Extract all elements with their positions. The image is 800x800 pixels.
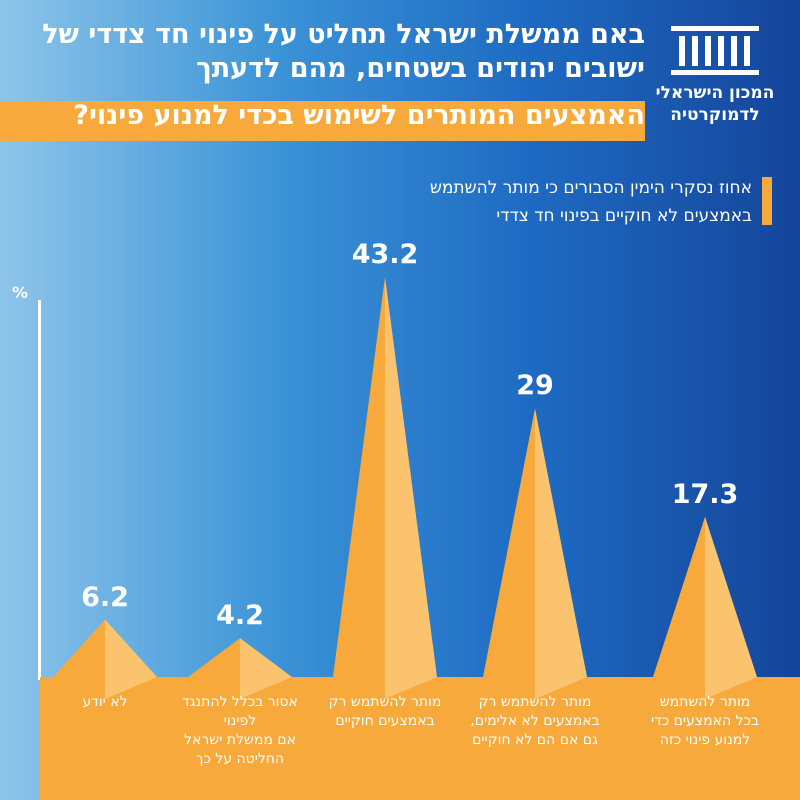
title-line-2: ישובים יהודים בשטחים, מהם לדעתך xyxy=(196,53,645,84)
value-label: 6.2 xyxy=(81,581,129,613)
bar-face-right xyxy=(240,638,292,699)
bar-0 xyxy=(53,619,157,699)
bar-3 xyxy=(483,408,587,699)
title-line-3: האמצעים המותרים לשימוש בכדי למנוע פינוי? xyxy=(73,100,645,131)
bar-face-left xyxy=(653,516,705,699)
value-label: 43.2 xyxy=(351,238,419,270)
bar-4 xyxy=(653,516,757,699)
logo-text-1: המכון הישראלי xyxy=(655,83,775,103)
bar-face-right xyxy=(705,516,757,699)
legend: אחוז נסקרי הימין הסבורים כי מותר להשתמש … xyxy=(430,174,772,230)
category-label: אסור בכלל להתנגד לפינוי אם ממשלת ישראל החל… xyxy=(182,694,298,767)
bar-face-left xyxy=(188,638,240,699)
value-label: 29 xyxy=(516,370,554,402)
value-label: 4.2 xyxy=(216,600,264,632)
logo-text-2: לדמוקרטיה xyxy=(670,105,760,125)
legend-line-1: אחוז נסקרי הימין הסבורים כי מותר להשתמש xyxy=(429,178,752,198)
value-label: 17.3 xyxy=(671,478,739,510)
legend-swatch xyxy=(762,177,772,225)
bar-face-right xyxy=(535,408,587,699)
bar-face-right xyxy=(105,619,157,699)
chart-title: באם ממשלת ישראל תחליט על פינוי חד צדדי ש… xyxy=(5,18,645,86)
title-highlight-bar: האמצעים המותרים לשימוש בכדי למנוע פינוי? xyxy=(0,101,645,141)
logo: המכון הישראלי לדמוקרטיה xyxy=(650,22,780,126)
category-label: מותר להשתמש בכל האמצעים כדי למנוע פינוי כז… xyxy=(650,694,760,748)
bar-face-right xyxy=(385,276,437,699)
y-axis-label: % xyxy=(12,283,29,302)
bar-face-left xyxy=(53,619,105,699)
y-axis-line xyxy=(38,300,41,680)
category-label: מותר להשתמש רק באמצעים חוקיים xyxy=(328,694,442,729)
chart-floor xyxy=(40,677,800,800)
title-line-1: באם ממשלת ישראל תחליט על פינוי חד צדדי ש… xyxy=(42,19,645,50)
bar-face-left xyxy=(483,408,535,699)
legend-line-2: באמצעים לא חוקיים בפינוי חד צדדי xyxy=(496,206,752,226)
bar-2 xyxy=(333,276,437,699)
bar-face-left xyxy=(333,276,385,699)
building-columns-icon xyxy=(671,26,759,75)
bar-1 xyxy=(188,638,292,699)
category-label: לא יודע xyxy=(82,694,128,710)
category-label: מותר להשתמש רק באמצעים לא אלימים, גם אם הם… xyxy=(470,694,600,748)
